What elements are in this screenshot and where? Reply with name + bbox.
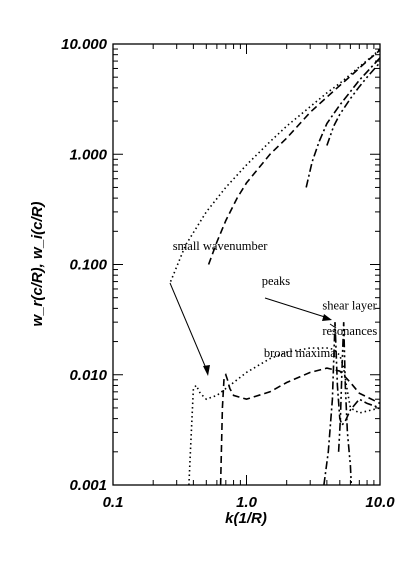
series-line-4-dash-dot-dot <box>326 61 381 146</box>
arrowhead-small-wavenumber <box>203 365 210 376</box>
x-tick-label: 1.0 <box>236 494 258 511</box>
axis-ticks: 0.1 1.0 10.0 0.001 0.010 0.100 1.000 10.000 <box>61 36 395 511</box>
y-tick-label: 10.000 <box>61 36 108 53</box>
series-line-5-dotted <box>188 347 381 486</box>
series-line-7-dash-dot <box>323 322 381 486</box>
y-axis-label: w_r(c/R), w_i(c/R) <box>29 201 46 326</box>
arrowhead-peaks <box>322 314 332 321</box>
arrow-resonances <box>329 323 337 329</box>
annotation-broad-maxima: broad maxima <box>264 346 336 360</box>
arrow-small-wavenumber <box>169 282 209 374</box>
y-tick-label: 1.000 <box>69 146 107 163</box>
annotation-arrows <box>169 282 337 376</box>
series-line-2-dashed <box>207 49 381 265</box>
arrow-peaks <box>264 297 329 319</box>
annotation-peaks: peaks <box>262 274 291 288</box>
series-line-8-dash-dot-dot <box>337 322 353 486</box>
x-axis-label: k(1/R) <box>225 510 267 527</box>
series-line-6-dashed <box>219 367 381 486</box>
series-group <box>169 48 381 486</box>
y-tick-label: 0.001 <box>69 477 107 494</box>
annotation-shear-layer: shear layer <box>322 299 377 313</box>
series-line-3-dash-dot <box>305 57 381 188</box>
x-tick-label: 0.1 <box>103 494 124 511</box>
annotations: small wavenumber peaks shear layer resonanc… <box>173 239 378 360</box>
y-tick-label: 0.100 <box>69 257 107 274</box>
annotation-small-wavenumber: small wavenumber <box>173 239 269 253</box>
y-tick-label: 0.010 <box>69 367 107 384</box>
x-tick-label: 10.0 <box>365 494 395 511</box>
annotation-resonances: resonances <box>322 324 377 338</box>
